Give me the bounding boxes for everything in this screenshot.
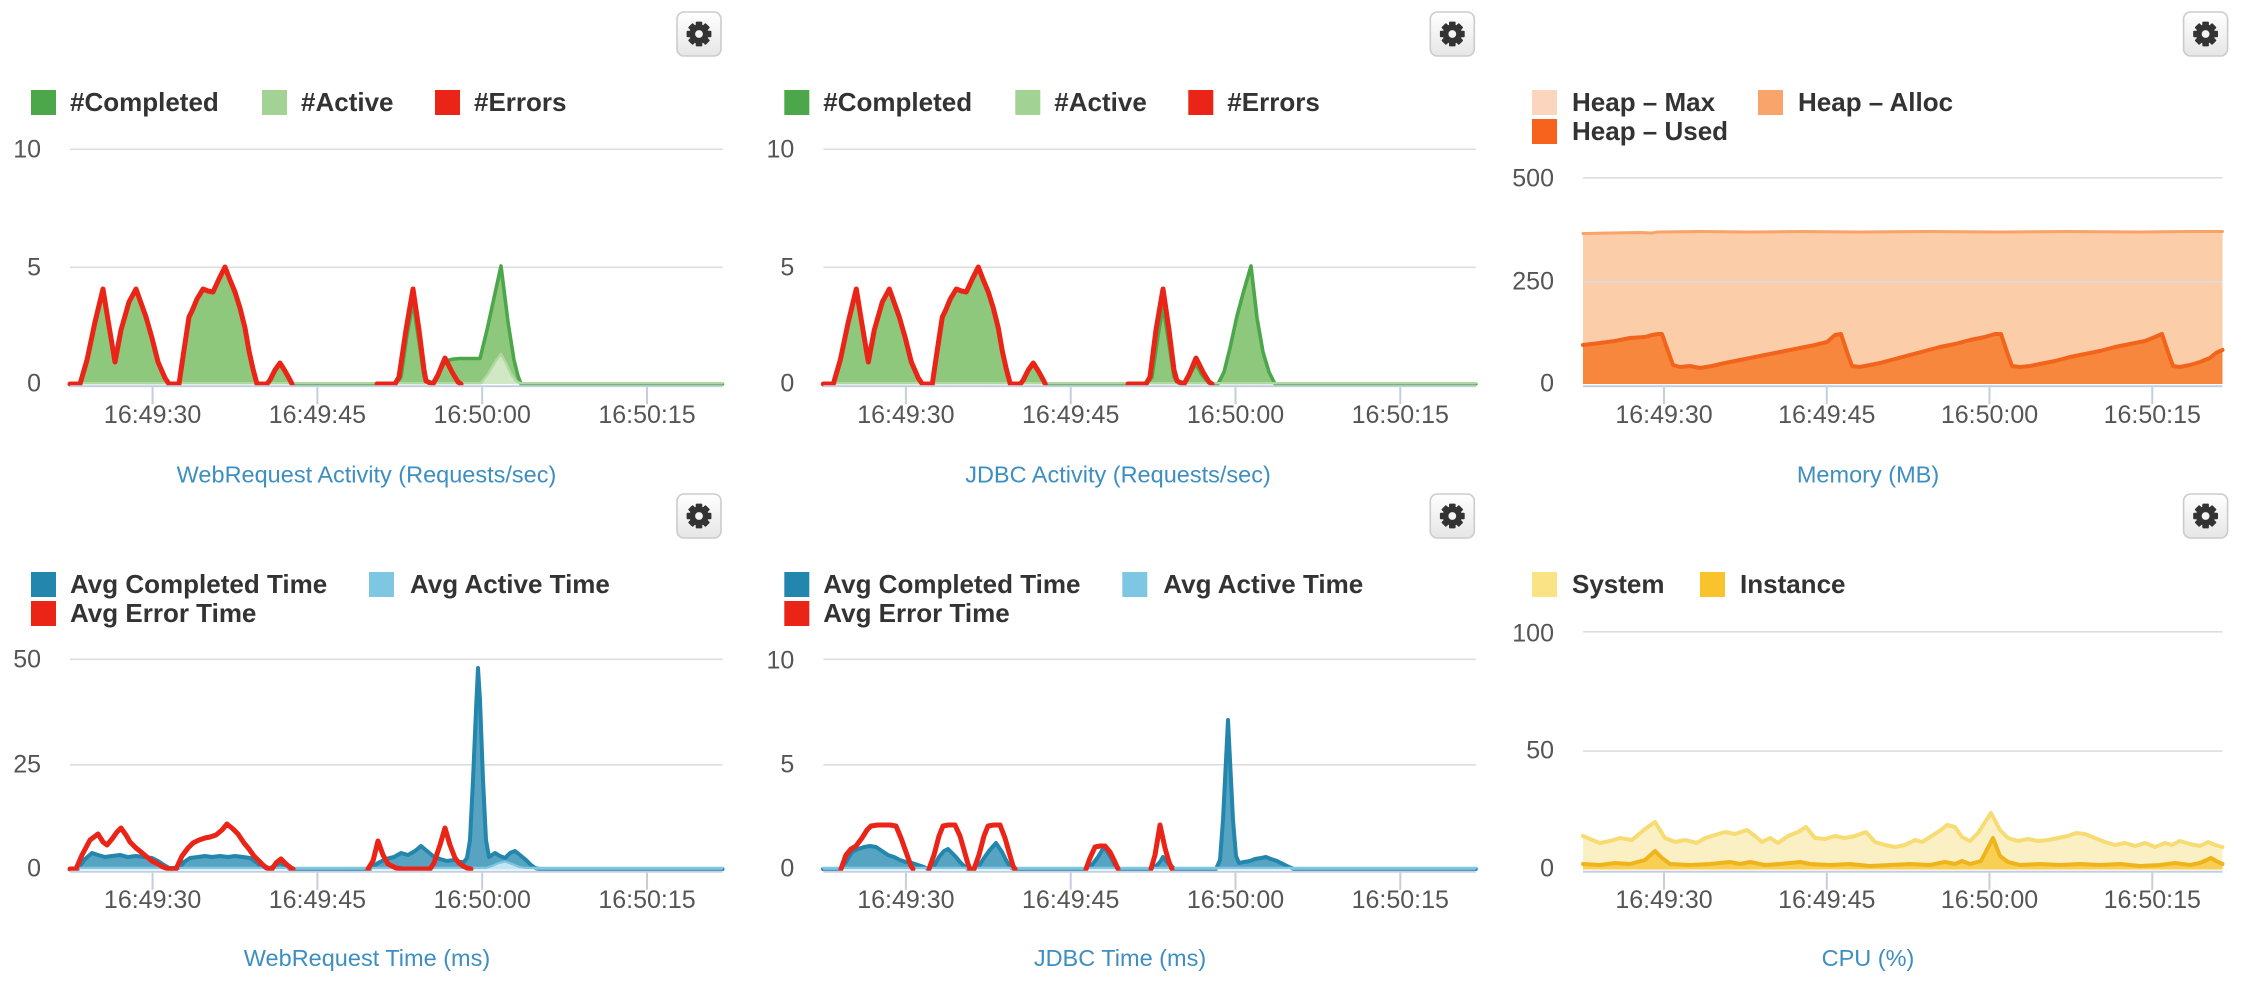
svg-text:16:50:15: 16:50:15 <box>1352 886 1449 914</box>
svg-text:0: 0 <box>27 370 41 398</box>
svg-text:250: 250 <box>1512 268 1554 296</box>
svg-text:16:49:30: 16:49:30 <box>104 886 201 914</box>
svg-text:50: 50 <box>13 646 41 674</box>
svg-text:5: 5 <box>780 751 794 779</box>
svg-text:#Active: #Active <box>1054 87 1147 117</box>
svg-text:500: 500 <box>1512 165 1554 193</box>
svg-text:10: 10 <box>766 647 794 675</box>
svg-text:0: 0 <box>780 855 794 883</box>
svg-text:16:49:45: 16:49:45 <box>1778 886 1875 914</box>
svg-text:5: 5 <box>780 254 794 282</box>
svg-text:Avg Error Time: Avg Error Time <box>70 598 256 628</box>
svg-text:5: 5 <box>27 254 41 282</box>
svg-text:Heap – Used: Heap – Used <box>1572 116 1728 146</box>
svg-text:#Errors: #Errors <box>474 87 567 117</box>
svg-text:50: 50 <box>1526 737 1554 765</box>
svg-text:16:49:30: 16:49:30 <box>104 401 201 429</box>
svg-text:16:49:45: 16:49:45 <box>1022 401 1119 429</box>
svg-text:System: System <box>1572 569 1665 599</box>
svg-text:16:49:45: 16:49:45 <box>269 886 366 914</box>
svg-text:Heap – Max: Heap – Max <box>1572 87 1716 117</box>
svg-text:16:50:00: 16:50:00 <box>434 401 531 429</box>
svg-text:#Completed: #Completed <box>823 87 972 117</box>
svg-text:100: 100 <box>1512 620 1554 648</box>
svg-text:16:49:45: 16:49:45 <box>269 401 366 429</box>
svg-text:JDBC Time (ms): JDBC Time (ms) <box>1034 945 1206 971</box>
svg-text:0: 0 <box>27 855 41 883</box>
svg-text:0: 0 <box>780 370 794 398</box>
svg-text:#Errors: #Errors <box>1227 87 1320 117</box>
svg-text:Instance: Instance <box>1740 569 1846 599</box>
svg-text:16:50:00: 16:50:00 <box>1187 886 1284 914</box>
svg-text:16:50:00: 16:50:00 <box>1941 401 2038 429</box>
svg-text:Heap – Alloc: Heap – Alloc <box>1798 87 1953 117</box>
svg-text:16:50:15: 16:50:15 <box>2104 401 2201 429</box>
svg-text:16:50:15: 16:50:15 <box>1352 401 1449 429</box>
svg-text:CPU (%): CPU (%) <box>1822 945 1915 971</box>
svg-text:16:50:00: 16:50:00 <box>1941 886 2038 914</box>
svg-text:JDBC Activity (Requests/sec): JDBC Activity (Requests/sec) <box>965 462 1271 488</box>
svg-text:10: 10 <box>766 136 794 164</box>
svg-text:#Completed: #Completed <box>70 87 219 117</box>
svg-text:16:49:30: 16:49:30 <box>1615 401 1712 429</box>
svg-text:Memory (MB): Memory (MB) <box>1797 462 1939 488</box>
svg-text:WebRequest Activity (Requests/: WebRequest Activity (Requests/sec) <box>177 462 557 488</box>
svg-text:16:49:45: 16:49:45 <box>1778 401 1875 429</box>
svg-text:Avg Error Time: Avg Error Time <box>823 598 1009 628</box>
svg-text:16:50:00: 16:50:00 <box>1187 401 1284 429</box>
svg-text:Avg Active Time: Avg Active Time <box>410 569 610 599</box>
svg-text:16:49:30: 16:49:30 <box>1615 886 1712 914</box>
svg-text:Avg Completed Time: Avg Completed Time <box>70 569 327 599</box>
svg-text:16:50:00: 16:50:00 <box>434 886 531 914</box>
svg-text:25: 25 <box>13 751 41 779</box>
svg-text:16:49:30: 16:49:30 <box>857 886 954 914</box>
svg-text:WebRequest Time (ms): WebRequest Time (ms) <box>244 945 490 971</box>
svg-text:16:50:15: 16:50:15 <box>598 886 695 914</box>
svg-text:16:49:45: 16:49:45 <box>1022 886 1119 914</box>
svg-text:16:50:15: 16:50:15 <box>598 401 695 429</box>
svg-text:0: 0 <box>1540 855 1554 883</box>
svg-text:Avg Completed Time: Avg Completed Time <box>823 569 1080 599</box>
svg-text:Avg Active Time: Avg Active Time <box>1163 569 1363 599</box>
svg-text:16:50:15: 16:50:15 <box>2104 886 2201 914</box>
svg-text:10: 10 <box>13 136 41 164</box>
svg-text:#Active: #Active <box>301 87 394 117</box>
svg-text:16:49:30: 16:49:30 <box>857 401 954 429</box>
svg-text:0: 0 <box>1540 370 1554 398</box>
